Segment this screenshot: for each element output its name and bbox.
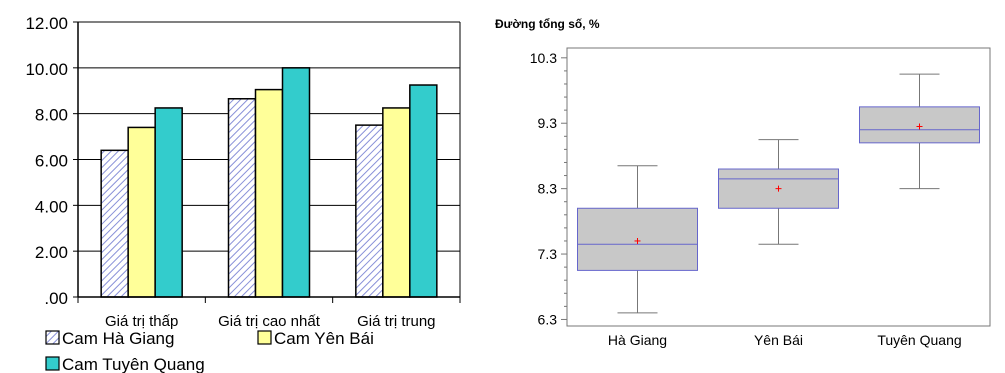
bar-legend: Cam Hà Giang Cam Yên Bái Cam Tuyên Quang bbox=[45, 329, 374, 373]
bar bbox=[409, 84, 438, 298]
bar-x-tick-label: Giá trị cao nhất bbox=[218, 313, 321, 330]
box-y-tick-label: 6.3 bbox=[538, 311, 558, 327]
legend-swatch bbox=[45, 330, 60, 345]
bar-y-tick-label: .00 bbox=[44, 289, 68, 308]
bar bbox=[382, 107, 411, 298]
legend-label: Cam Hà Giang bbox=[62, 329, 174, 348]
box-plot-frame bbox=[566, 47, 991, 327]
bar bbox=[154, 107, 183, 298]
bar bbox=[227, 98, 257, 298]
box-marks bbox=[577, 73, 980, 314]
bar-axes: .00 2.00 4.00 6.00 8.00 10.00 12.00 Giá trị thấ… bbox=[25, 14, 461, 330]
bar bbox=[100, 149, 129, 298]
box-y-tick-label: 7.3 bbox=[538, 246, 558, 262]
bar-y-tick-label: 8.00 bbox=[35, 106, 68, 125]
bar-x-tick-label: Giá trị trung bbox=[357, 313, 435, 330]
box-chart-title: Đường tổng số, % bbox=[495, 17, 600, 31]
legend-swatch bbox=[45, 356, 60, 371]
bar-y-tick-label: 6.00 bbox=[35, 152, 68, 171]
bar bbox=[355, 124, 384, 298]
box-y-tick-label: 10.3 bbox=[530, 50, 557, 66]
legend-label: Cam Yên Bái bbox=[274, 329, 374, 348]
bar-y-tick-label: 12.00 bbox=[25, 14, 68, 33]
bar-y-tick-label: 10.00 bbox=[25, 60, 68, 79]
bar-marks bbox=[100, 67, 438, 298]
legend-swatch bbox=[257, 330, 272, 345]
box-x-tick-label: Tuyên Quang bbox=[877, 332, 961, 348]
bar-x-tick-label: Giá trị thấp bbox=[105, 313, 178, 330]
bar-y-tick-label: 2.00 bbox=[35, 243, 68, 262]
box-chart: Đường tổng số, % 6.3 7.3 8.3 9.3 10.3 Hà Gian… bbox=[495, 17, 991, 348]
bar bbox=[127, 126, 156, 298]
bar-y-tick-label: 4.00 bbox=[35, 197, 68, 216]
bar bbox=[254, 88, 284, 298]
legend-label: Cam Tuyên Quang bbox=[62, 355, 205, 373]
bar-chart: .00 2.00 4.00 6.00 8.00 10.00 12.00 Giá trị thấ… bbox=[25, 14, 461, 373]
box-y-tick-label: 8.3 bbox=[538, 181, 558, 197]
box-x-tick-label: Hà Giang bbox=[608, 332, 667, 348]
bar bbox=[281, 67, 311, 298]
box-axes: 6.3 7.3 8.3 9.3 10.3 Hà Giang Yên Bái Tuyên Qua… bbox=[530, 47, 991, 348]
box-x-tick-label: Yên Bái bbox=[754, 332, 803, 348]
box-y-tick-label: 9.3 bbox=[538, 115, 558, 131]
